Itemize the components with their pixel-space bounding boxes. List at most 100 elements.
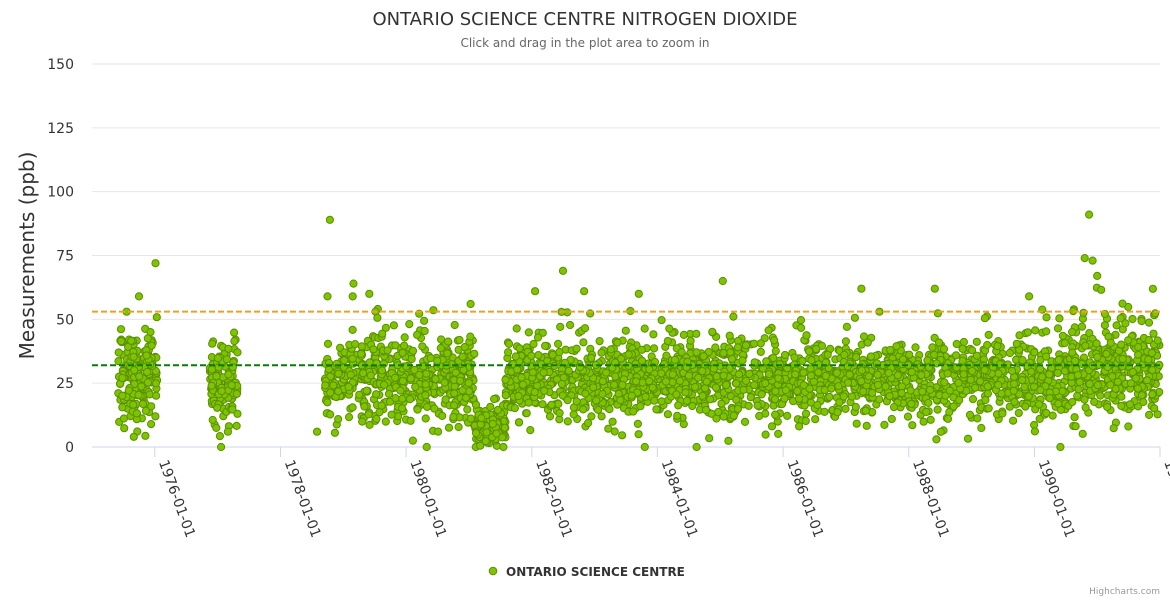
data-point[interactable] [833, 408, 842, 417]
data-point[interactable] [606, 345, 616, 354]
data-point[interactable] [724, 436, 733, 445]
data-point[interactable] [563, 417, 572, 426]
data-point[interactable] [501, 391, 510, 400]
data-point[interactable] [1131, 374, 1141, 383]
data-point[interactable] [1117, 340, 1126, 349]
data-point[interactable] [1128, 314, 1137, 324]
data-point[interactable] [1012, 339, 1021, 348]
data-point[interactable] [761, 379, 770, 388]
data-point[interactable] [129, 432, 138, 441]
data-point[interactable] [1036, 364, 1045, 374]
data-point[interactable] [897, 389, 906, 398]
data-point[interactable] [1093, 381, 1102, 390]
data-point[interactable] [993, 342, 1002, 351]
data-point[interactable] [780, 394, 789, 403]
data-point[interactable] [652, 405, 661, 414]
data-point[interactable] [420, 326, 429, 336]
data-point[interactable] [389, 321, 398, 330]
data-point[interactable] [886, 345, 895, 355]
data-point[interactable] [963, 434, 973, 443]
data-point[interactable] [799, 381, 808, 390]
data-point[interactable] [976, 377, 985, 386]
data-point[interactable] [348, 354, 357, 363]
data-point[interactable] [662, 351, 671, 360]
data-point[interactable] [572, 397, 581, 406]
data-point[interactable] [665, 324, 674, 333]
data-point[interactable] [597, 348, 606, 357]
data-point[interactable] [857, 366, 867, 375]
data-point[interactable] [640, 324, 649, 333]
data-point[interactable] [629, 407, 638, 416]
data-point[interactable] [377, 366, 387, 375]
data-point[interactable] [580, 324, 590, 333]
data-point[interactable] [757, 390, 766, 399]
data-point[interactable] [857, 284, 866, 293]
data-point[interactable] [526, 426, 535, 435]
data-point[interactable] [650, 344, 659, 353]
data-point[interactable] [959, 370, 968, 379]
data-point[interactable] [905, 350, 914, 359]
data-point[interactable] [1020, 382, 1029, 392]
data-point[interactable] [825, 392, 834, 401]
data-point[interactable] [701, 405, 711, 415]
data-point[interactable] [415, 370, 424, 379]
data-point[interactable] [1068, 348, 1077, 357]
data-point[interactable] [1042, 352, 1051, 361]
data-point[interactable] [413, 330, 422, 339]
data-point[interactable] [454, 422, 463, 432]
data-point[interactable] [450, 389, 459, 398]
data-point[interactable] [512, 324, 521, 333]
data-point[interactable] [405, 395, 415, 404]
data-point[interactable] [835, 398, 844, 407]
data-point[interactable] [511, 352, 520, 361]
data-point[interactable] [1035, 414, 1044, 423]
data-point[interactable] [841, 337, 851, 346]
data-point[interactable] [930, 350, 939, 359]
data-point[interactable] [1073, 391, 1082, 400]
data-point[interactable] [1148, 284, 1158, 293]
data-point[interactable] [366, 371, 375, 380]
data-point[interactable] [129, 352, 138, 361]
data-point[interactable] [589, 383, 598, 392]
data-point[interactable] [684, 371, 694, 380]
data-point[interactable] [1010, 379, 1019, 388]
data-point[interactable] [517, 373, 526, 382]
data-point[interactable] [423, 402, 432, 411]
data-point[interactable] [1144, 336, 1154, 345]
data-point[interactable] [1070, 413, 1079, 422]
data-point[interactable] [873, 370, 882, 379]
data-point[interactable] [880, 420, 889, 429]
data-point[interactable] [1055, 314, 1064, 323]
data-point[interactable] [755, 411, 764, 421]
data-point[interactable] [681, 388, 690, 397]
data-point[interactable] [712, 372, 721, 381]
data-point[interactable] [515, 344, 524, 353]
data-point[interactable] [579, 405, 588, 414]
data-point[interactable] [906, 386, 915, 395]
data-point[interactable] [1118, 299, 1127, 308]
data-point[interactable] [951, 351, 961, 360]
data-point[interactable] [418, 342, 427, 351]
data-point[interactable] [458, 352, 467, 361]
data-point[interactable] [627, 391, 636, 400]
data-point[interactable] [1023, 328, 1032, 337]
data-point[interactable] [692, 329, 701, 338]
data-point[interactable] [1042, 327, 1051, 336]
data-point[interactable] [141, 431, 150, 440]
data-point[interactable] [384, 389, 394, 398]
data-point[interactable] [1071, 356, 1080, 366]
data-point[interactable] [141, 406, 150, 415]
data-point[interactable] [451, 368, 460, 377]
data-point[interactable] [700, 384, 710, 393]
data-point[interactable] [994, 380, 1003, 390]
data-point[interactable] [1148, 366, 1157, 375]
data-point[interactable] [1106, 338, 1115, 347]
data-point[interactable] [563, 396, 572, 405]
data-point[interactable] [1081, 341, 1090, 350]
data-point[interactable] [419, 362, 428, 371]
data-point[interactable] [369, 345, 378, 354]
data-point[interactable] [686, 336, 695, 345]
data-point[interactable] [795, 422, 804, 431]
data-point[interactable] [983, 382, 992, 391]
data-point[interactable] [922, 407, 931, 417]
